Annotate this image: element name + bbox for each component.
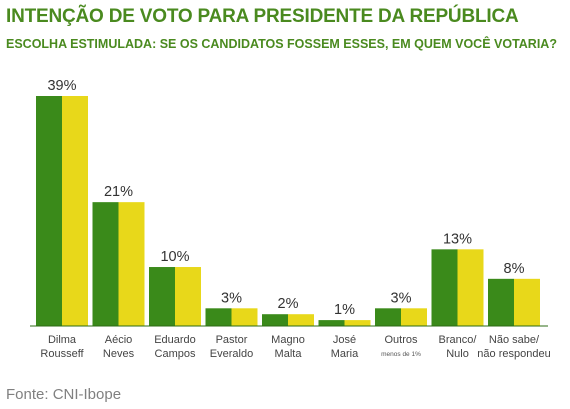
bar-left-dilma-rousseff: [36, 96, 62, 326]
category-label-pastor-everaldo-line-2: Everaldo: [210, 348, 253, 360]
bar-branco-nulo: [431, 249, 484, 326]
category-label-outros-line-1: Outros: [384, 334, 418, 346]
bar-jos-maria: [318, 320, 371, 326]
category-label-branco-nulo-line-2: Nulo: [446, 348, 469, 360]
category-label-jos-maria-line-2: Maria: [331, 348, 359, 360]
bar-outros: [375, 308, 427, 326]
bar-left-branco-nulo: [431, 249, 458, 326]
bar-magno-malta: [262, 314, 314, 326]
source-note: Fonte: CNI-Ibope: [6, 386, 122, 403]
category-label-eduardo-campos-line-1: Eduardo: [154, 334, 196, 346]
category-label-pastor-everaldo-line-1: Pastor: [216, 334, 248, 346]
category-label-n-o-sabe-n-o-respondeu-line-1: Não sabe/: [489, 334, 540, 346]
bar-right-jos-maria: [344, 320, 371, 326]
category-label-eduardo-campos-line-2: Campos: [155, 348, 196, 360]
category-label-jos-maria-line-1: José: [333, 334, 356, 346]
bar-left-eduardo-campos: [149, 267, 175, 326]
value-label-dilma-rousseff: 39%: [47, 78, 76, 94]
bar-right-dilma-rousseff: [62, 96, 88, 326]
bar-eduardo-campos: [149, 267, 201, 326]
category-note-outros: menos de 1%: [381, 351, 421, 358]
bar-right-n-o-sabe-n-o-respondeu: [514, 278, 540, 326]
bar-left-n-o-sabe-n-o-respondeu: [488, 278, 514, 326]
category-label-dilma-rousseff-line-1: Dilma: [48, 334, 77, 346]
bar-right-pastor-everaldo: [231, 308, 258, 326]
bar-right-magno-malta: [288, 314, 314, 326]
bar-left-pastor-everaldo: [205, 308, 232, 326]
bar-dilma-rousseff: [36, 96, 88, 326]
category-label-n-o-sabe-n-o-respondeu-line-2: não respondeu: [477, 348, 550, 360]
bar-left-magno-malta: [262, 314, 288, 326]
value-label-magno-malta: 2%: [278, 296, 299, 312]
bars-group: [36, 96, 540, 326]
value-label-branco-nulo: 13%: [443, 231, 472, 247]
labels-group: 39% Dilma Rousseff 21% Aécio Neves 10% Eduardo C…: [40, 78, 550, 360]
value-label-pastor-everaldo: 3%: [221, 290, 242, 306]
chart-subtitle: ESCOLHA ESTIMULADA: SE OS CANDIDATOS FOS…: [6, 37, 557, 51]
category-label-magno-malta-line-1: Magno: [271, 334, 305, 346]
value-label-a-cio-neves: 21%: [104, 184, 133, 200]
chart-title: INTENÇÃO DE VOTO PARA PRESIDENTE DA REPÚ…: [6, 6, 519, 27]
bar-left-jos-maria: [318, 320, 345, 326]
value-label-n-o-sabe-n-o-respondeu: 8%: [504, 261, 525, 277]
category-label-dilma-rousseff-line-2: Rousseff: [40, 348, 84, 360]
bar-right-eduardo-campos: [175, 267, 201, 326]
bar-left-a-cio-neves: [92, 202, 119, 326]
bar-right-a-cio-neves: [118, 202, 145, 326]
value-label-eduardo-campos: 10%: [160, 249, 189, 265]
bar-left-outros: [375, 308, 401, 326]
value-label-outros: 3%: [391, 290, 412, 306]
bar-n-o-sabe-n-o-respondeu: [488, 278, 540, 326]
bar-a-cio-neves: [92, 202, 145, 326]
category-label-magno-malta-line-2: Malta: [275, 348, 303, 360]
value-label-jos-maria: 1%: [334, 302, 355, 318]
bar-right-outros: [401, 308, 427, 326]
bar-pastor-everaldo: [205, 308, 258, 326]
bar-right-branco-nulo: [457, 249, 484, 326]
category-label-a-cio-neves-line-1: Aécio: [105, 334, 133, 346]
category-label-a-cio-neves-line-2: Neves: [103, 348, 135, 360]
category-label-branco-nulo-line-1: Branco/: [439, 334, 478, 346]
